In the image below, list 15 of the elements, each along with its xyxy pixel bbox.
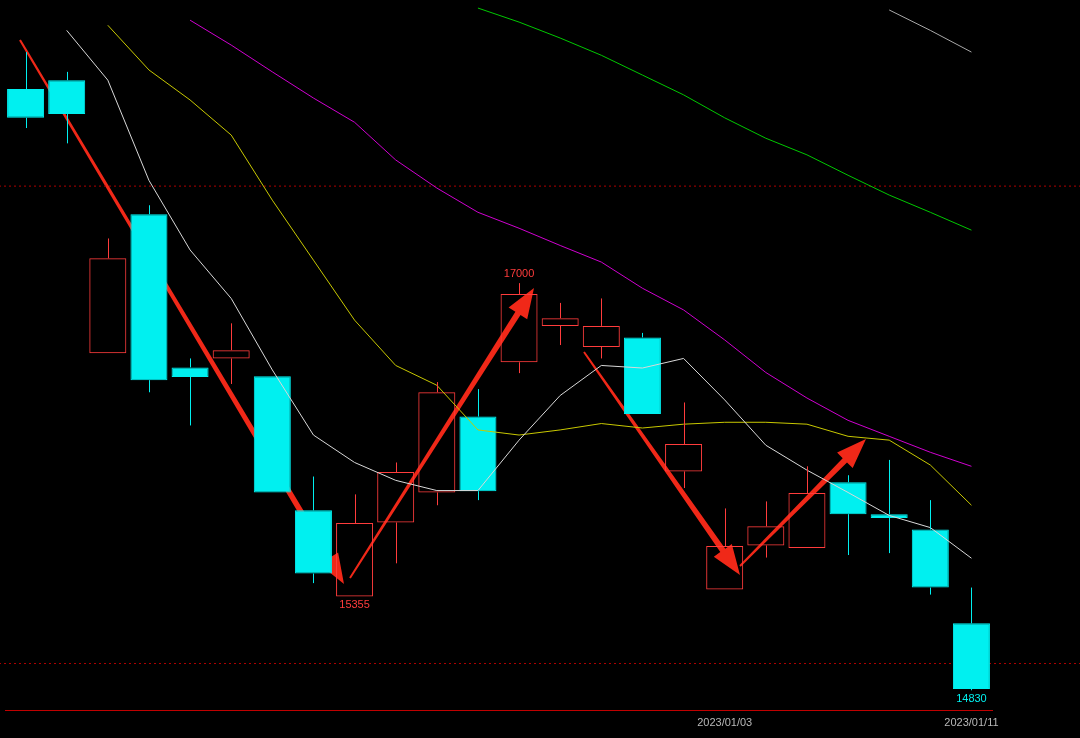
annotation: 17000 <box>503 266 535 279</box>
annotation: 15355 <box>339 598 370 611</box>
candlestick <box>623 332 661 414</box>
candlestick <box>952 587 990 690</box>
candlestick <box>459 388 497 501</box>
x-tick-label: 2023/01/03 <box>697 716 753 729</box>
candlestick <box>171 357 209 426</box>
x-tick-label: 2023/01/11 <box>944 716 999 729</box>
candlestick <box>870 459 908 554</box>
candlestick <box>130 204 168 393</box>
candlestick <box>829 474 867 556</box>
annotation: 14830 <box>956 691 987 704</box>
candlestick <box>911 499 949 596</box>
candlestick <box>7 51 45 129</box>
candlestick <box>48 71 86 144</box>
